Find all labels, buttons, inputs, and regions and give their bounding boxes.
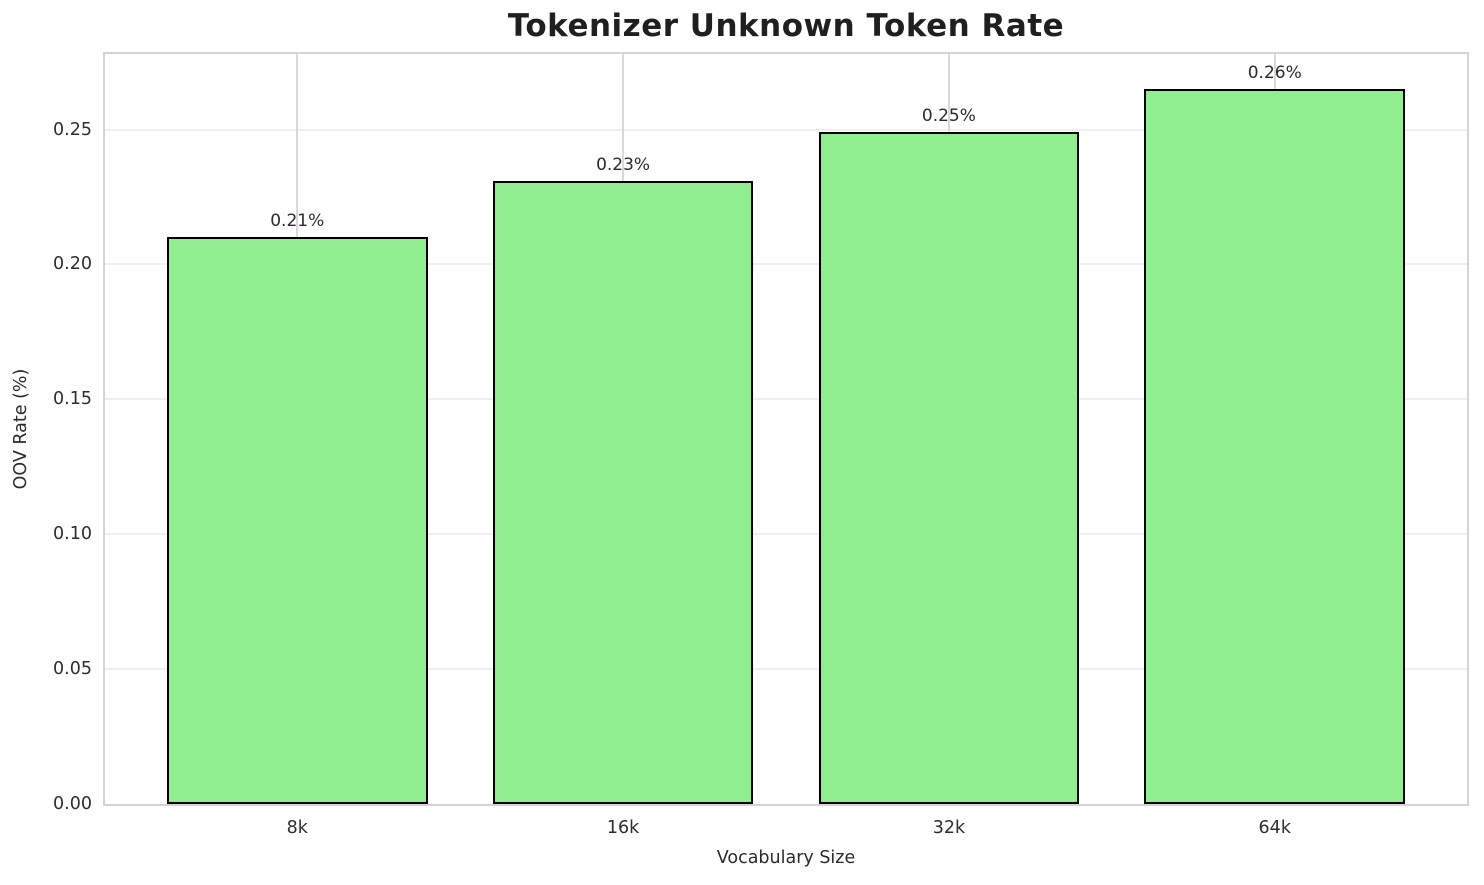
h-gridline — [105, 668, 1467, 671]
plot-area: 0.21% 0.23% 0.25% 0.26% — [103, 52, 1469, 806]
y-tick-label: 0.25 — [53, 119, 92, 140]
x-axis-label: Vocabulary Size — [716, 848, 856, 868]
chart-title: Tokenizer Unknown Token Rate — [507, 8, 1065, 44]
y-tick-label: 0.20 — [53, 254, 92, 275]
y-tick-label: 0.05 — [53, 659, 92, 680]
x-tick-label: 16k — [606, 818, 640, 838]
bar-8k — [166, 237, 428, 804]
y-tick-label: 0.00 — [53, 794, 92, 814]
bar-value-label: 0.26% — [1247, 63, 1302, 84]
y-axis-label: OOV Rate (%) — [11, 368, 31, 490]
bar-value-label: 0.23% — [596, 154, 651, 175]
bar-64k — [1144, 89, 1406, 804]
h-gridline — [105, 263, 1467, 266]
bar-value-label: 0.21% — [270, 211, 325, 232]
y-tick-label: 0.15 — [53, 389, 92, 410]
bar-32k — [818, 132, 1080, 804]
y-tick-label: 0.10 — [53, 524, 92, 545]
h-gridline — [105, 128, 1467, 131]
h-gridline — [105, 533, 1467, 536]
bar-value-label: 0.25% — [921, 106, 976, 127]
h-gridline — [105, 398, 1467, 401]
bar-16k — [492, 180, 754, 804]
x-tick-label: 64k — [1258, 818, 1291, 838]
x-tick-label: 32k — [932, 818, 966, 838]
x-tick-label: 8k — [286, 818, 308, 838]
